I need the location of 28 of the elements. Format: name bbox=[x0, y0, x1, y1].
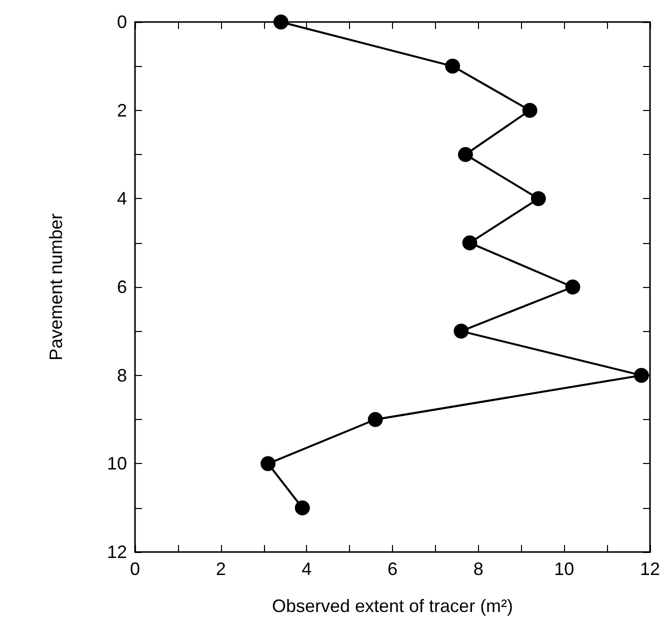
x-tick-label: 6 bbox=[387, 559, 398, 579]
point bbox=[530, 191, 546, 206]
x-tick-label: 12 bbox=[640, 559, 660, 579]
y-tick-label: 12 bbox=[106, 542, 127, 562]
point bbox=[458, 147, 473, 162]
point bbox=[565, 280, 580, 294]
x-tick-label: 2 bbox=[216, 559, 226, 579]
point bbox=[273, 14, 288, 30]
x-axis-title: Observed extent of tracer (m²) bbox=[272, 596, 514, 616]
x-tick-label: 4 bbox=[302, 559, 312, 579]
y-tick-label: 6 bbox=[116, 277, 127, 297]
y-axis-title: Pavement number bbox=[46, 213, 66, 361]
y-tick-label: 8 bbox=[116, 365, 127, 386]
y-tick-label: 4 bbox=[116, 188, 127, 209]
point bbox=[454, 324, 469, 339]
y-tick-label: 2 bbox=[116, 100, 127, 120]
point bbox=[522, 102, 538, 118]
point bbox=[445, 58, 460, 74]
y-tick-label: 10 bbox=[106, 454, 127, 474]
x-tick-label: 8 bbox=[473, 559, 484, 579]
y-tick-label: 0 bbox=[116, 12, 127, 32]
point bbox=[368, 412, 383, 427]
x-tick-label: 0 bbox=[130, 559, 140, 579]
point bbox=[294, 500, 310, 516]
x-tick-label: 10 bbox=[554, 559, 574, 579]
point bbox=[462, 235, 478, 250]
point bbox=[634, 368, 649, 383]
point bbox=[260, 456, 276, 472]
